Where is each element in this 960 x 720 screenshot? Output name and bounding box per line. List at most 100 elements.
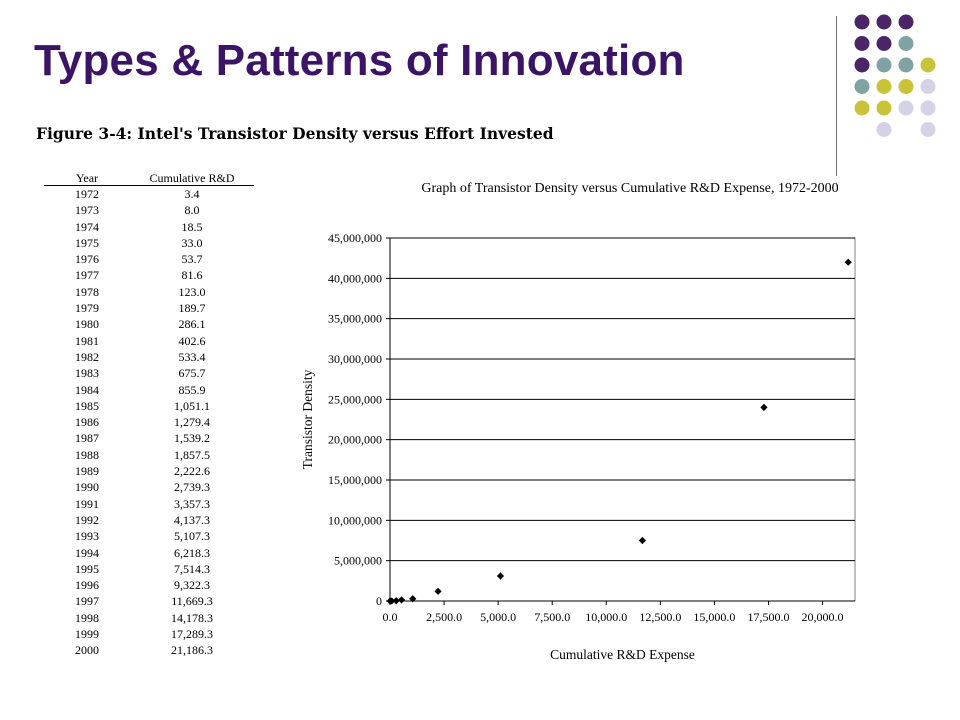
table-row: 1980 286.1 — [44, 316, 254, 332]
cumulative-rd-cell: 8.0 — [184, 203, 200, 218]
cumulative-rd-cell: 1,539.2 — [174, 431, 210, 446]
y-tick-label: 35,000,000 — [328, 312, 382, 326]
table-row: 2000 21,186.3 — [44, 642, 254, 658]
table-row: 1990 2,739.3 — [44, 479, 254, 495]
y-tick-label: 20,000,000 — [328, 433, 382, 447]
cumulative-rd-cell: 3,357.3 — [174, 496, 210, 511]
table-row: 1985 1,051.1 — [44, 398, 254, 414]
table-row: 1987 1,539.2 — [44, 430, 254, 446]
x-tick-label: 10,000.0 — [585, 610, 627, 624]
table-row: 1995 7,514.3 — [44, 561, 254, 577]
data-point — [638, 536, 646, 545]
figure-caption: Figure 3-4: Intel's Transistor Density v… — [36, 124, 554, 143]
decorative-dot — [898, 36, 914, 51]
decorative-dot — [854, 100, 870, 116]
year-cell: 1973 — [75, 203, 99, 218]
year-cell: 1982 — [75, 349, 99, 364]
decorative-dot — [854, 79, 870, 94]
year-cell: 1978 — [75, 284, 99, 299]
data-point — [397, 596, 406, 604]
data-point — [388, 597, 396, 605]
decorative-dot-grid — [854, 14, 936, 137]
year-cell: 1997 — [75, 594, 99, 609]
year-cell: 1994 — [75, 545, 99, 560]
cumulative-rd-cell: 9,322.3 — [174, 578, 210, 593]
y-tick-label: 25,000,000 — [328, 392, 382, 406]
decorative-dot — [876, 122, 892, 137]
cumulative-rd-cell: 3.4 — [184, 187, 200, 201]
table-row: 1984 855.9 — [44, 382, 254, 398]
year-column-header: Year — [44, 172, 130, 186]
table-row: 1997 11,669.3 — [44, 593, 254, 609]
cumulative-rd-cell: 855.9 — [178, 382, 206, 397]
cumulative-rd-cell: 1,051.1 — [174, 398, 210, 413]
x-tick-label: 17,500.0 — [747, 610, 789, 624]
year-cell: 1980 — [75, 317, 99, 332]
cumulative-rd-cell: 17,289.3 — [171, 627, 213, 642]
cumulative-rd-cell: 1,279.4 — [174, 415, 210, 430]
x-tick-label: 20,000.0 — [802, 610, 844, 624]
decorative-dot — [920, 57, 936, 73]
cumulative-rd-cell: 402.6 — [178, 333, 206, 348]
table-row: 1981 402.6 — [44, 333, 254, 349]
cumulative-rd-cell: 21,186.3 — [171, 643, 213, 658]
table-row: 1988 1,857.5 — [44, 447, 254, 463]
decorative-dot — [876, 79, 892, 94]
year-cell: 1976 — [75, 252, 99, 267]
year-cell: 1984 — [75, 382, 99, 397]
decorative-dot — [898, 79, 914, 94]
data-point — [409, 595, 417, 603]
decorative-dot — [876, 36, 892, 51]
x-tick-label: 7,500.0 — [534, 610, 570, 624]
table-row: 1982 533.4 — [44, 349, 254, 365]
table-row: 1975 33.0 — [44, 235, 254, 251]
year-cell: 1993 — [75, 529, 99, 544]
cumulative-rd-cell: 2,222.6 — [174, 464, 210, 479]
data-point — [760, 403, 768, 411]
y-tick-label: 0 — [376, 594, 382, 608]
decorative-dot — [854, 36, 870, 51]
decorative-dot — [898, 14, 914, 30]
table-row: 1977 81.6 — [44, 267, 254, 283]
decorative-dot — [876, 100, 892, 116]
year-cell: 1988 — [75, 447, 99, 462]
x-tick-label: 5,000.0 — [480, 610, 516, 624]
x-tick-label: 2,500.0 — [426, 610, 462, 624]
year-cell: 1983 — [75, 366, 99, 381]
year-cell: 1987 — [75, 431, 99, 446]
y-tick-label: 10,000,000 — [328, 513, 382, 527]
table-row: 1996 9,322.3 — [44, 577, 254, 593]
cumulative-rd-cell: 4,137.3 — [174, 512, 210, 527]
year-cell: 1981 — [75, 333, 99, 348]
x-axis-label: Cumulative R&D Expense — [550, 647, 695, 662]
y-tick-label: 30,000,000 — [328, 352, 382, 366]
data-point — [496, 572, 505, 580]
table-row: 1989 2,222.6 — [44, 463, 254, 479]
year-cell: 1986 — [75, 415, 99, 430]
cumulative-rd-cell: 18.5 — [181, 219, 203, 234]
data-point — [434, 587, 442, 595]
year-cell: 2000 — [75, 643, 99, 658]
table-row: 1978 123.0 — [44, 284, 254, 300]
table-row: 1991 3,357.3 — [44, 496, 254, 512]
year-cell: 1990 — [75, 480, 99, 495]
decorative-dot — [854, 57, 870, 73]
year-cell: 1989 — [75, 464, 99, 479]
cumulative-rd-cell: 6,218.3 — [174, 545, 210, 560]
table-row: 1979 189.7 — [44, 300, 254, 316]
cumulative-rd-cell: 1,857.5 — [174, 447, 210, 462]
cumulative-rd-cell: 53.7 — [181, 252, 203, 267]
y-tick-label: 15,000,000 — [328, 473, 382, 487]
cumulative-rd-cell: 81.6 — [181, 268, 203, 283]
table-header-row: Year Cumulative R&D — [44, 172, 254, 186]
cumulative-rd-cell: 123.0 — [178, 284, 206, 299]
cumulative-rd-cell: 533.4 — [178, 349, 206, 364]
year-cell: 1977 — [75, 268, 99, 283]
table-row: 1998 14,178.3 — [44, 610, 254, 626]
y-tick-label: 5,000,000 — [334, 554, 382, 568]
year-cell: 1985 — [75, 398, 99, 413]
plot-area — [389, 237, 856, 602]
decorative-dot — [898, 57, 914, 73]
year-cell: 1996 — [75, 578, 99, 593]
year-cell: 1999 — [75, 627, 99, 642]
